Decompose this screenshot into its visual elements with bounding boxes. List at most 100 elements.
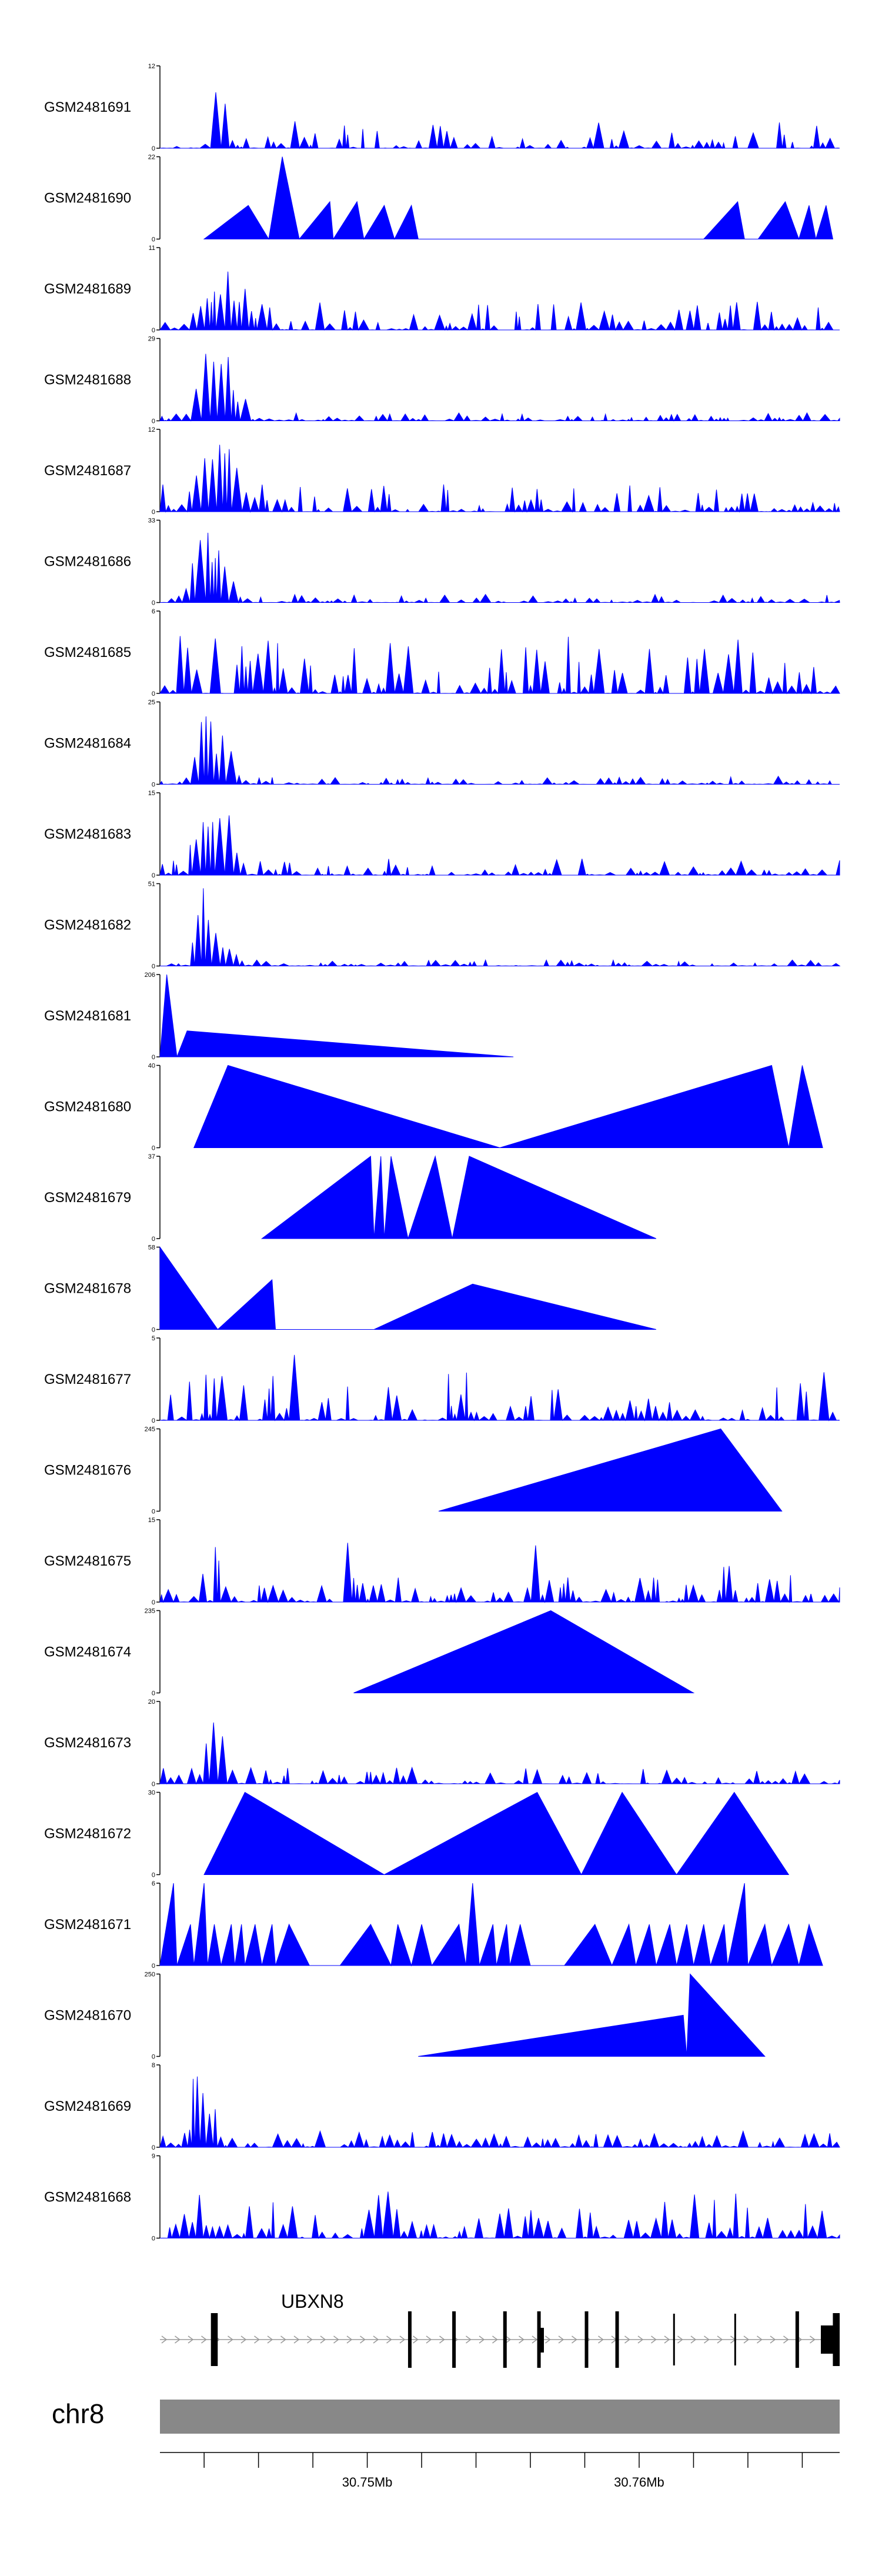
track-label: GSM2481676 <box>44 1463 131 1479</box>
y-tick-label-zero: 0 <box>152 1690 155 1697</box>
y-tick-label-max: 29 <box>148 336 155 343</box>
exon <box>615 2311 619 2368</box>
track-GSM2481669: GSM2481669 8 0 <box>44 2062 840 2151</box>
track-label: GSM2481681 <box>44 1008 131 1024</box>
track-label: GSM2481669 <box>44 2098 131 2114</box>
strand-arrow <box>413 2335 419 2344</box>
y-tick-label-max: 6 <box>152 1880 155 1887</box>
strand-arrow <box>386 2335 392 2344</box>
y-tick-label-zero: 0 <box>152 1145 155 1152</box>
track-label: GSM2481685 <box>44 645 131 660</box>
exon <box>503 2311 507 2368</box>
y-tick-label-zero: 0 <box>152 1417 155 1424</box>
y-tick-label-max: 33 <box>148 518 155 525</box>
y-tick-label-zero: 0 <box>152 690 155 698</box>
coverage-area <box>159 2076 840 2148</box>
track-label: GSM2481673 <box>44 1735 131 1751</box>
coverage-area <box>159 974 514 1057</box>
coverage-area <box>159 271 840 331</box>
coverage-area <box>159 1722 840 1785</box>
y-tick-label-zero: 0 <box>152 600 155 607</box>
y-tick-label-zero: 0 <box>152 236 155 243</box>
y-tick-label-max: 15 <box>148 790 155 797</box>
strand-arrow <box>810 2335 816 2344</box>
track-GSM2481677: GSM2481677 5 0 <box>44 1335 840 1424</box>
track-label: GSM2481691 <box>44 99 131 115</box>
y-tick-label-max: 37 <box>148 1153 155 1160</box>
strand-arrow <box>175 2335 181 2344</box>
track-label: GSM2481671 <box>44 1917 131 1933</box>
coverage-area <box>418 1973 766 2057</box>
track-GSM2481678: GSM2481678 58 0 <box>44 1244 657 1334</box>
track-GSM2481674: GSM2481674 235 0 <box>44 1608 695 1697</box>
coverage-area <box>159 716 840 785</box>
gene-label: UBXN8 <box>281 2291 344 2312</box>
strand-arrow <box>558 2335 564 2344</box>
y-tick-label-zero: 0 <box>152 1872 155 1879</box>
y-tick-label-max: 51 <box>148 881 155 888</box>
strand-arrow <box>624 2335 630 2344</box>
coverage-area <box>159 1543 840 1603</box>
strand-arrow <box>333 2335 339 2344</box>
y-tick-label-max: 245 <box>145 1426 155 1433</box>
exon <box>795 2311 799 2368</box>
y-tick-label-zero: 0 <box>152 1236 155 1243</box>
track-label: GSM2481674 <box>44 1644 131 1660</box>
coverage-area <box>159 636 840 695</box>
strand-arrow <box>161 2335 168 2344</box>
y-tick-label-zero: 0 <box>152 963 155 970</box>
track-GSM2481680: GSM2481680 40 0 <box>44 1063 823 1152</box>
strand-arrow <box>505 2335 512 2344</box>
strand-arrow <box>664 2335 670 2344</box>
chromosome-ideogram: chr8 30.75Mb 30.76Mb <box>52 2398 840 2490</box>
y-tick-label-zero: 0 <box>152 782 155 789</box>
strand-arrow <box>201 2335 207 2344</box>
strand-arrow <box>426 2335 432 2344</box>
strand-arrow <box>519 2335 524 2344</box>
track-label: GSM2481686 <box>44 554 131 570</box>
coverage-area <box>438 1428 783 1511</box>
track-label: GSM2481688 <box>44 372 131 388</box>
x-tick-label: 30.75Mb <box>342 2475 393 2490</box>
y-tick-label-zero: 0 <box>152 509 155 516</box>
coverage-area <box>159 815 840 876</box>
utr-block <box>821 2325 840 2354</box>
track-label: GSM2481672 <box>44 1826 131 1842</box>
gene-model: UBXN8 <box>160 2291 840 2368</box>
strand-arrow <box>360 2335 366 2344</box>
track-label: GSM2481668 <box>44 2190 131 2205</box>
y-tick-label-max: 12 <box>148 426 155 433</box>
track-panels: GSM2481691120GSM2481690220GSM2481689110G… <box>44 63 841 2243</box>
track-GSM2481690: GSM2481690 22 0 <box>44 154 834 243</box>
y-tick-label-zero: 0 <box>152 418 155 425</box>
y-tick-label-max: 235 <box>145 1608 155 1615</box>
coverage-area <box>203 156 834 241</box>
y-tick-label-max: 206 <box>145 972 155 979</box>
track-GSM2481673: GSM2481673 20 0 <box>44 1699 840 1788</box>
track-GSM2481691: GSM2481691 12 0 <box>44 63 840 152</box>
strand-arrow <box>545 2335 551 2344</box>
strand-arrow <box>651 2335 657 2344</box>
strand-arrow <box>293 2335 300 2344</box>
y-tick-label-max: 8 <box>152 2062 155 2069</box>
strand-arrow <box>346 2335 353 2344</box>
track-label: GSM2481683 <box>44 826 131 842</box>
track-label: GSM2481682 <box>44 917 131 933</box>
y-tick-label-max: 9 <box>152 2153 155 2160</box>
strand-arrow <box>479 2335 485 2344</box>
strand-arrow <box>228 2335 233 2344</box>
strand-arrow <box>240 2335 247 2344</box>
track-GSM2481675: GSM2481675 15 0 <box>44 1517 840 1606</box>
track-label: GSM2481689 <box>44 281 131 297</box>
y-tick-label-max: 25 <box>148 699 155 706</box>
strand-arrow <box>373 2335 379 2344</box>
exon-thin <box>734 2314 736 2365</box>
track-GSM2481683: GSM2481683 15 0 <box>44 790 840 879</box>
strand-arrow <box>677 2335 683 2344</box>
exon <box>211 2313 218 2366</box>
strand-arrow <box>188 2335 194 2344</box>
strand-arrow <box>717 2335 723 2344</box>
track-label: GSM2481680 <box>44 1099 131 1115</box>
track-GSM2481670: GSM2481670 250 0 <box>44 1971 766 2061</box>
